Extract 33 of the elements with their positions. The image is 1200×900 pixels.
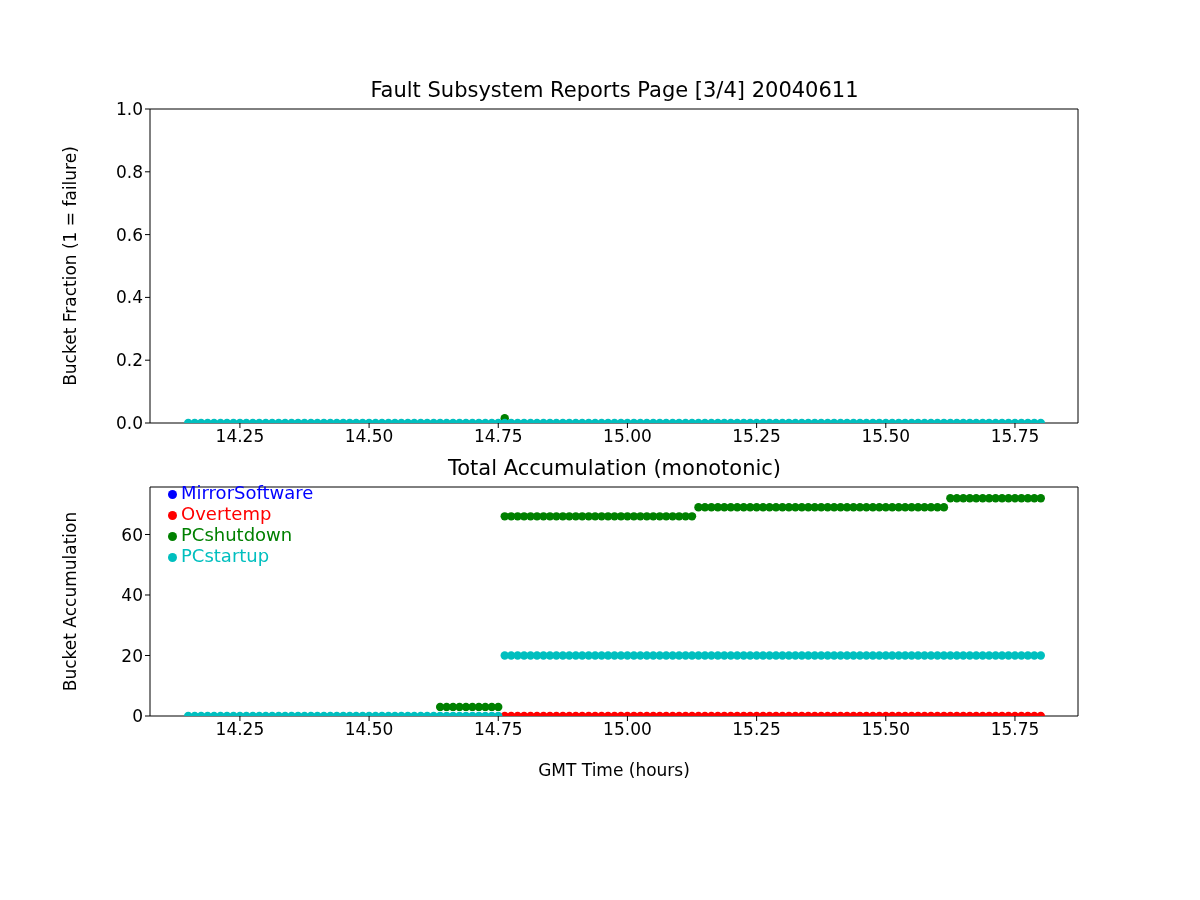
y-tick-label: 0.2 — [115, 350, 143, 371]
legend-label: Overtemp — [181, 503, 272, 524]
y-tick-label: 0.4 — [115, 287, 143, 308]
x-tick-label: 14.50 — [344, 719, 394, 740]
y-tick-label: 20 — [121, 645, 143, 666]
x-tick-label: 14.25 — [215, 719, 265, 740]
x-tick-label: 14.75 — [473, 719, 523, 740]
legend-label: MirrorSoftware — [181, 482, 314, 503]
x-tick-label: 15.00 — [603, 426, 652, 447]
x-tick-label: 15.25 — [732, 426, 781, 447]
legend-label: PCshutdown — [181, 524, 293, 545]
chart-title: Fault Subsystem Reports Page [3/4] 20040611 — [369, 78, 860, 102]
chart-title: Total Accumulation (monotonic) — [446, 456, 783, 480]
x-tick-label: 15.50 — [861, 719, 911, 740]
y-tick-label: 0.6 — [115, 224, 143, 245]
y-tick-label: 60 — [121, 524, 143, 545]
y-axis-title: Bucket Accumulation — [60, 511, 81, 692]
x-tick-label: 14.50 — [344, 426, 394, 447]
y-tick-label: 1.0 — [115, 99, 143, 120]
y-tick-label: 0.0 — [115, 413, 143, 434]
x-tick-label: 15.75 — [990, 426, 1040, 447]
y-tick-label: 0 — [132, 706, 143, 727]
y-axis-title: Bucket Fraction (1 = failure) — [60, 146, 81, 386]
x-tick-label: 15.75 — [990, 719, 1040, 740]
x-tick-label: 15.00 — [603, 719, 652, 740]
x-tick-label: 15.25 — [732, 719, 781, 740]
x-axis-title: GMT Time (hours) — [538, 760, 690, 780]
x-tick-label: 15.50 — [861, 426, 911, 447]
y-tick-label: 40 — [121, 585, 143, 606]
x-tick-label: 14.25 — [215, 426, 265, 447]
legend-label: PCstartup — [181, 545, 270, 566]
y-tick-label: 0.8 — [115, 161, 143, 182]
x-tick-label: 14.75 — [473, 426, 523, 447]
